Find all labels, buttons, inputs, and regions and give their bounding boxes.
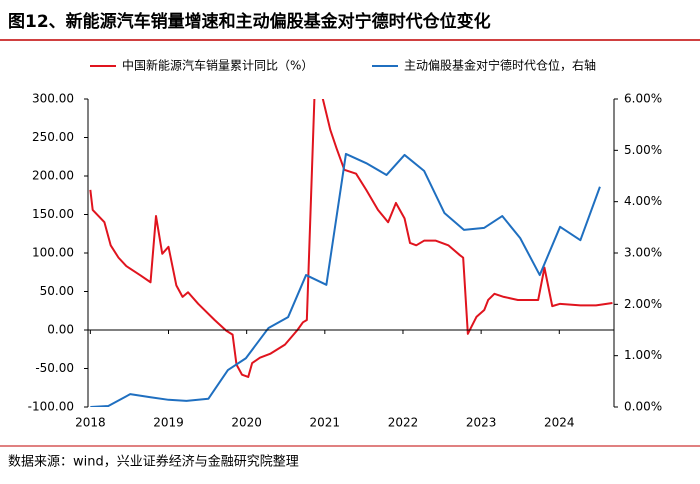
series-line: [89, 99, 613, 378]
x-tick-label: 2024: [544, 416, 575, 430]
y2-tick-label: 5.00%: [624, 143, 662, 157]
y-tick-label: 150.00: [32, 207, 74, 221]
y-tick-label: -100.00: [28, 400, 74, 414]
chart-title: 图12、新能源汽车销量增速和主动偏股基金对宁德时代仓位变化: [8, 11, 491, 32]
x-tick-label: 2018: [75, 416, 106, 430]
y-tick-label: -50.00: [35, 361, 74, 375]
x-tick-label: 2023: [466, 416, 497, 430]
x-tick-label: 2021: [310, 416, 341, 430]
y2-tick-label: 0.00%: [624, 400, 662, 414]
y2-tick-label: 1.00%: [624, 348, 662, 362]
y2-tick-label: 3.00%: [624, 246, 662, 260]
y2-tick-label: 2.00%: [624, 297, 662, 311]
plot-area: [89, 99, 613, 407]
y-tick-label: 0.00: [47, 323, 74, 337]
y-tick-label: 300.00: [32, 92, 74, 106]
x-tick-label: 2020: [231, 416, 262, 430]
y-tick-label: 250.00: [32, 130, 74, 144]
legend-label: 主动偏股基金对宁德时代仓位，右轴: [404, 58, 596, 73]
y2-tick-label: 4.00%: [624, 194, 662, 208]
y2-tick-label: 6.00%: [624, 92, 662, 106]
x-tick-label: 2019: [153, 416, 184, 430]
legend-label: 中国新能源汽车销量累计同比（%）: [122, 58, 313, 73]
y-tick-label: 50.00: [40, 284, 74, 298]
source: 数据来源：wind，兴业证券经济与金融研究院整理: [8, 454, 299, 470]
y-tick-label: 100.00: [32, 246, 74, 260]
y-tick-label: 200.00: [32, 169, 74, 183]
series-line: [90, 152, 601, 407]
x-tick-label: 2022: [388, 416, 419, 430]
